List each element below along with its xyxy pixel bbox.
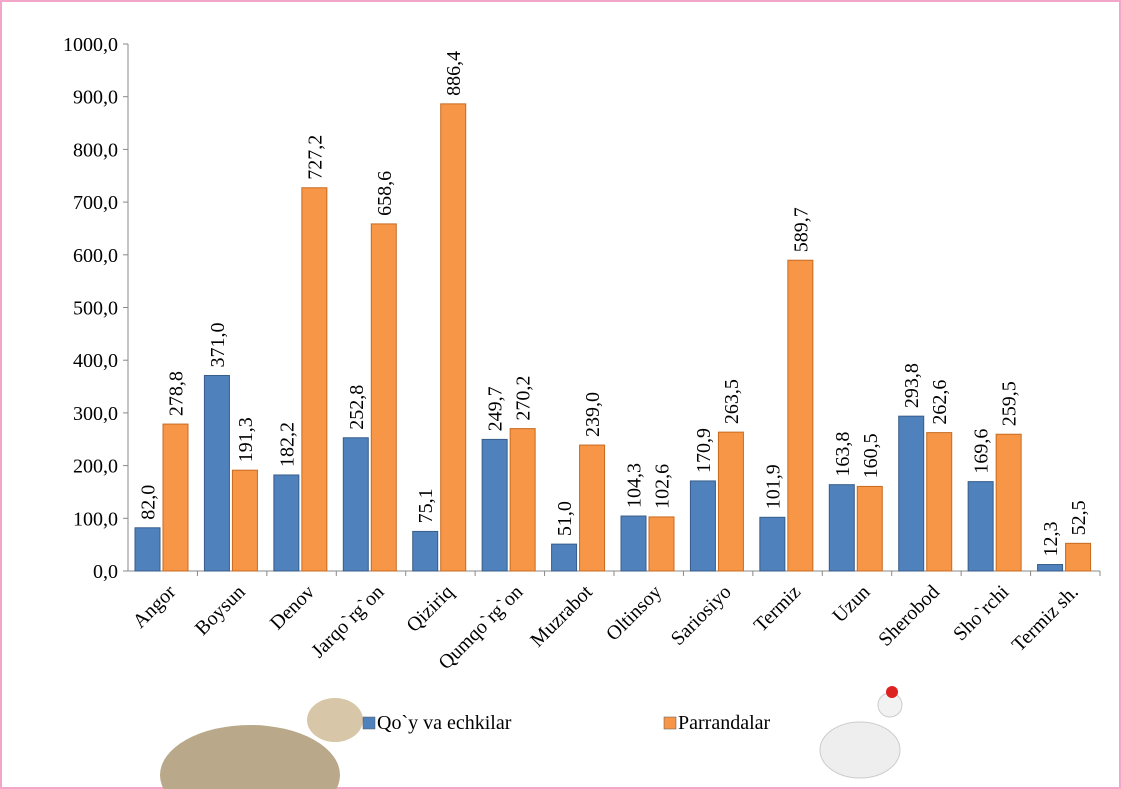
value-label: 51,0 xyxy=(554,501,576,536)
value-label: 52,5 xyxy=(1068,500,1090,535)
value-label: 169,6 xyxy=(971,429,993,474)
value-label: 101,9 xyxy=(762,464,784,509)
bar xyxy=(134,527,161,572)
bar xyxy=(828,484,855,572)
y-tick-label: 100,0 xyxy=(73,508,118,530)
value-label: 102,6 xyxy=(652,464,674,509)
value-label: 589,7 xyxy=(790,207,812,252)
value-label: 170,9 xyxy=(693,428,715,473)
bar xyxy=(856,485,883,572)
bar xyxy=(926,432,953,572)
y-tick-label: 0,0 xyxy=(93,561,118,583)
value-label: 104,3 xyxy=(624,463,646,508)
value-label: 278,8 xyxy=(166,371,188,416)
bar xyxy=(273,474,300,572)
value-label: 270,2 xyxy=(513,376,535,421)
value-label: 262,6 xyxy=(929,380,951,425)
y-tick-label: 200,0 xyxy=(73,456,118,478)
bar xyxy=(509,428,536,572)
value-label: 259,5 xyxy=(999,381,1021,426)
bar xyxy=(689,480,716,572)
value-label: 249,7 xyxy=(485,386,507,431)
value-label: 263,5 xyxy=(721,379,743,424)
bar xyxy=(620,515,647,572)
legend-label: Parrandalar xyxy=(678,712,771,734)
bar xyxy=(440,103,467,572)
bar xyxy=(995,433,1022,572)
bar xyxy=(579,444,606,572)
value-label: 658,6 xyxy=(374,171,396,216)
bar xyxy=(1037,564,1064,572)
bar xyxy=(231,469,258,572)
bar xyxy=(1065,542,1092,572)
y-tick-label: 1000,0 xyxy=(63,34,118,56)
value-label: 182,2 xyxy=(276,422,298,467)
value-label: 82,0 xyxy=(138,485,160,520)
sheep-picture xyxy=(160,698,363,789)
bar xyxy=(967,481,994,572)
value-label: 886,4 xyxy=(443,51,465,96)
bar xyxy=(162,423,189,572)
legend-swatch xyxy=(663,716,677,730)
value-label: 371,0 xyxy=(207,322,229,367)
legend-swatch xyxy=(362,716,376,730)
bar xyxy=(787,259,814,572)
bar xyxy=(203,374,230,572)
value-label: 160,5 xyxy=(860,433,882,478)
y-tick-label: 700,0 xyxy=(73,192,118,214)
value-label: 293,8 xyxy=(901,363,923,408)
bar xyxy=(301,187,328,572)
bar xyxy=(412,530,439,572)
y-tick-label: 300,0 xyxy=(73,403,118,425)
y-tick-label: 400,0 xyxy=(73,350,118,372)
bar xyxy=(481,438,508,572)
value-label: 12,3 xyxy=(1040,522,1062,557)
y-tick-label: 600,0 xyxy=(73,245,118,267)
value-label: 252,8 xyxy=(346,385,368,430)
value-label: 163,8 xyxy=(832,432,854,477)
value-label: 239,0 xyxy=(582,392,604,437)
bar xyxy=(898,415,925,572)
legend-label: Qo`y va echkilar xyxy=(377,712,512,734)
chicken-picture xyxy=(819,686,903,779)
bar xyxy=(370,223,397,572)
value-label: 191,3 xyxy=(235,417,257,462)
bar xyxy=(342,437,369,572)
bar xyxy=(551,543,578,572)
bar xyxy=(648,516,675,572)
value-label: 727,2 xyxy=(304,135,326,180)
y-tick-label: 900,0 xyxy=(73,87,118,109)
value-label: 75,1 xyxy=(415,488,437,523)
bar xyxy=(717,431,744,572)
y-tick-label: 500,0 xyxy=(73,298,118,320)
bar xyxy=(759,516,786,572)
y-tick-label: 800,0 xyxy=(73,139,118,161)
